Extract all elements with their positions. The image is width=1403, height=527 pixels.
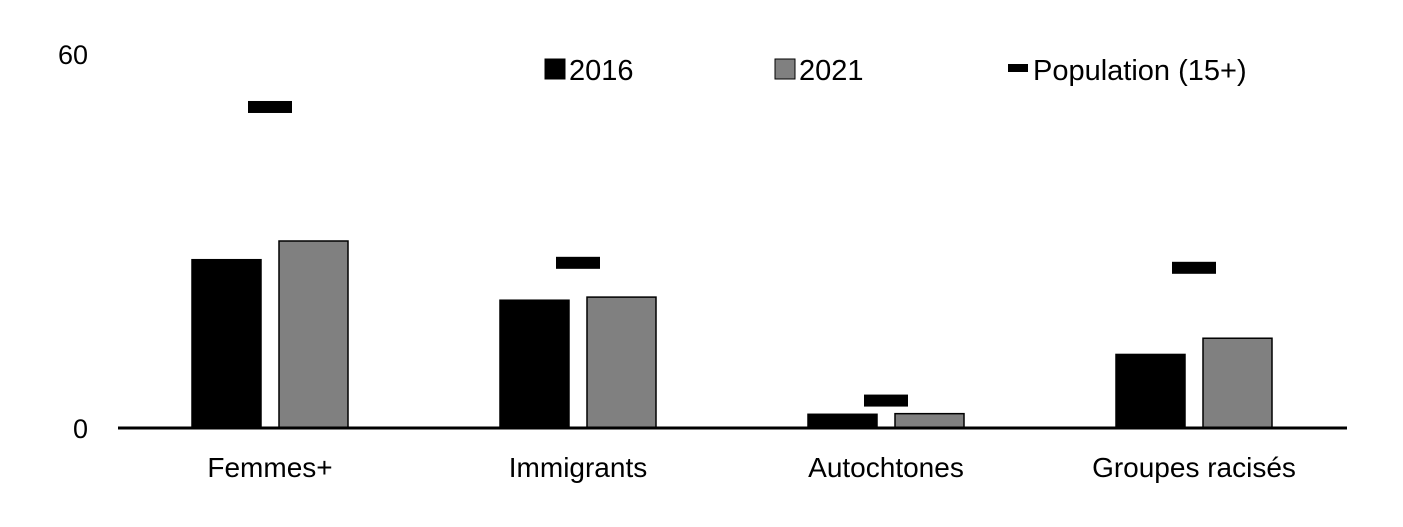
category-label-groupes-racises: Groupes racisés bbox=[1092, 452, 1296, 483]
bar-2016-autochtones bbox=[807, 413, 878, 429]
bars-group bbox=[191, 240, 1273, 429]
bar-2016-femmes bbox=[191, 258, 262, 429]
category-label-autochtones: Autochtones bbox=[808, 452, 964, 483]
category-label-femmes: Femmes+ bbox=[207, 452, 332, 483]
bar-2016-groupes-racises bbox=[1115, 353, 1186, 429]
bar-2021-autochtones bbox=[894, 412, 965, 429]
population-markers-group bbox=[248, 100, 1216, 407]
y-tick-label-max: 60 bbox=[58, 40, 88, 70]
legend-swatch-2016 bbox=[544, 58, 566, 80]
legend-marker-population bbox=[1008, 64, 1028, 72]
population-marker-immigrants bbox=[556, 256, 600, 269]
legend-label-population: Population (15+) bbox=[1033, 55, 1247, 87]
legend-swatch-2021 bbox=[774, 58, 796, 80]
bar-2021-groupes-racises bbox=[1202, 337, 1273, 429]
population-marker-femmes bbox=[248, 100, 292, 113]
population-marker-groupes-racises bbox=[1172, 261, 1216, 274]
bar-2021-femmes bbox=[278, 240, 349, 429]
legend-label-2016: 2016 bbox=[569, 55, 634, 87]
bar-2021-immigrants bbox=[586, 296, 657, 429]
legend: 2016 2021 Population (15+) bbox=[544, 55, 1247, 87]
population-marker-autochtones bbox=[864, 394, 908, 407]
y-tick-label-zero: 0 bbox=[73, 414, 88, 444]
category-label-immigrants: Immigrants bbox=[509, 452, 647, 483]
bar-2016-immigrants bbox=[499, 299, 570, 429]
legend-label-2021: 2021 bbox=[799, 55, 864, 87]
